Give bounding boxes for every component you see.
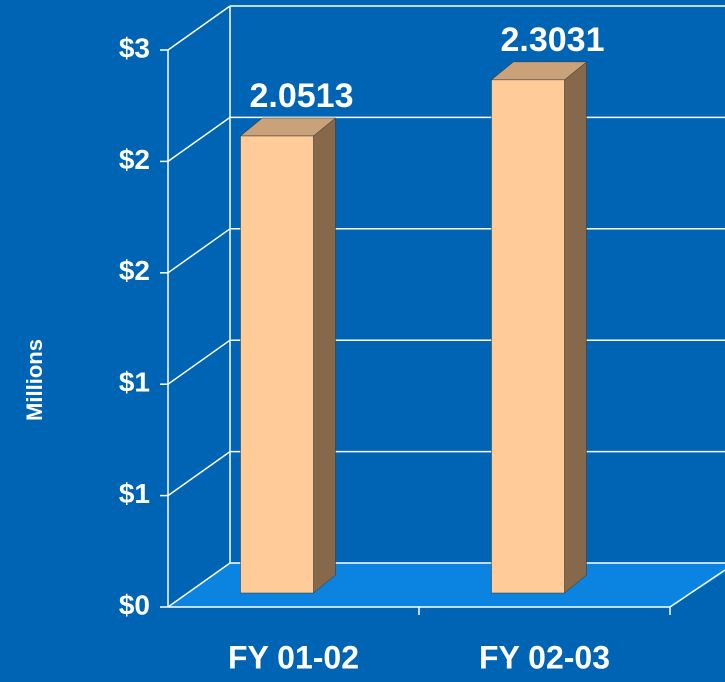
data-label: 2.3031	[501, 21, 605, 59]
y-axis-label: Millions	[22, 339, 47, 421]
y-tick-label: $1	[119, 367, 150, 398]
y-tick-label: $1	[119, 478, 150, 509]
bar	[491, 79, 565, 594]
bar-side	[564, 61, 587, 594]
grid-diagonal	[167, 339, 231, 385]
x-tick-label: FY 01-02	[228, 639, 359, 675]
grid-diagonal	[167, 450, 231, 497]
y-tick-label: $2	[119, 144, 150, 175]
bar	[240, 135, 314, 594]
x-tick-label: FY 02-03	[479, 639, 610, 675]
grid-diagonal	[167, 228, 231, 274]
grid-diagonal	[167, 5, 231, 51]
floor-edge	[669, 569, 725, 608]
bar-side	[313, 117, 336, 594]
y-tick-label: $0	[119, 589, 150, 620]
y-tick-label: $3	[119, 32, 150, 63]
data-label: 2.0513	[250, 77, 354, 115]
grid-diagonal	[167, 562, 231, 608]
y-tick-label: $2	[119, 255, 150, 286]
grid-diagonal	[167, 116, 231, 163]
